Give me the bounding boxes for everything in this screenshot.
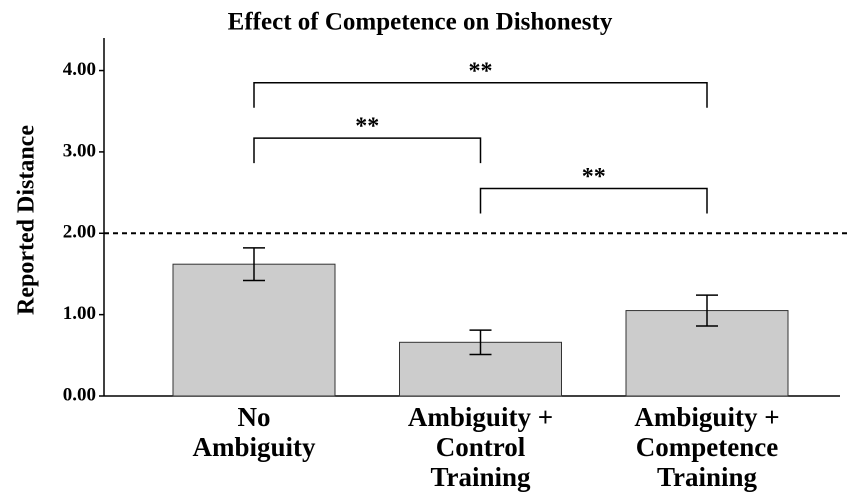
significance-label: **	[469, 58, 493, 84]
x-tick-label: Ambiguity + Control Training	[407, 402, 554, 492]
y-tick-label: 0.00	[63, 384, 96, 405]
significance-bracket	[479, 187, 708, 214]
y-tick-label: 2.00	[63, 222, 96, 243]
y-tick-label: 4.00	[63, 59, 96, 80]
y-tick-label: 3.00	[63, 140, 96, 161]
significance-label: **	[582, 164, 606, 190]
significance-bracket	[253, 137, 482, 164]
bar	[172, 263, 336, 397]
error-bar	[243, 247, 265, 282]
significance-label: **	[355, 114, 379, 140]
chart-title: Effect of Competence on Dishonesty	[228, 9, 613, 36]
significance-bracket	[253, 82, 708, 108]
y-tick-label: 1.00	[63, 303, 96, 324]
x-tick-label: No Ambiguity	[192, 402, 316, 462]
error-bar	[696, 294, 718, 327]
y-axis-label: Reported Distance	[14, 125, 40, 315]
error-bar	[469, 329, 492, 356]
x-tick-label: Ambiguity + Competence Training	[634, 402, 780, 492]
